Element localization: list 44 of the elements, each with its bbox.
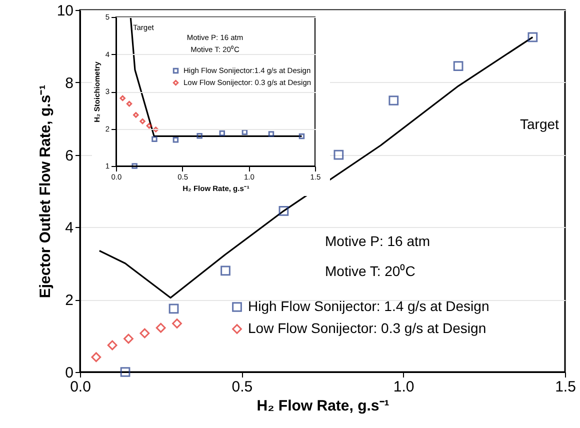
point	[168, 304, 179, 314]
point	[152, 126, 159, 132]
annotation: Target	[520, 116, 560, 132]
point	[107, 340, 118, 350]
x-tick-label: 0.0	[70, 378, 91, 396]
point	[453, 61, 464, 72]
point	[219, 130, 226, 136]
point	[298, 133, 305, 140]
point	[126, 100, 132, 107]
annotation: Motive T: 20⁰C	[325, 263, 416, 279]
y-tick-label: 6	[65, 147, 74, 164]
point	[268, 131, 274, 137]
point	[388, 96, 399, 106]
y-tick-label: 2	[65, 292, 74, 310]
point	[124, 334, 134, 344]
annotation: Motive P: 16 atm	[325, 233, 430, 249]
y-tick-label: 8	[65, 74, 74, 92]
point	[156, 322, 166, 333]
point	[146, 122, 152, 129]
point	[278, 206, 289, 216]
point	[196, 132, 202, 139]
point	[120, 367, 130, 377]
point	[334, 150, 344, 160]
x-tick-label: 1.0	[393, 378, 414, 396]
point	[152, 136, 158, 142]
point	[172, 318, 182, 328]
point	[120, 95, 126, 102]
y-tick-label: 4	[65, 220, 74, 237]
point	[140, 328, 150, 338]
point	[172, 137, 179, 143]
point	[528, 32, 538, 42]
point	[132, 163, 138, 169]
point	[133, 112, 139, 118]
legend-label: Low Flow Sonijector: 0.3 g/s at Design	[248, 320, 486, 336]
legend-label: High Flow Sonijector: 1.4 g/s at Design	[248, 298, 490, 314]
y-tick-label: 0	[65, 364, 74, 382]
point	[140, 118, 146, 124]
y-tick-label: 10	[56, 2, 74, 20]
point	[91, 352, 102, 362]
x-axis-title: H₂ Flow Rate, g.s⁻¹	[256, 398, 390, 414]
point	[220, 266, 230, 276]
x-tick-label: 1.5	[555, 378, 576, 396]
y-axis-title: Ejector Outlet Flow Rate, g.s⁻¹	[36, 84, 54, 298]
x-tick-label: 0.5	[232, 378, 253, 396]
